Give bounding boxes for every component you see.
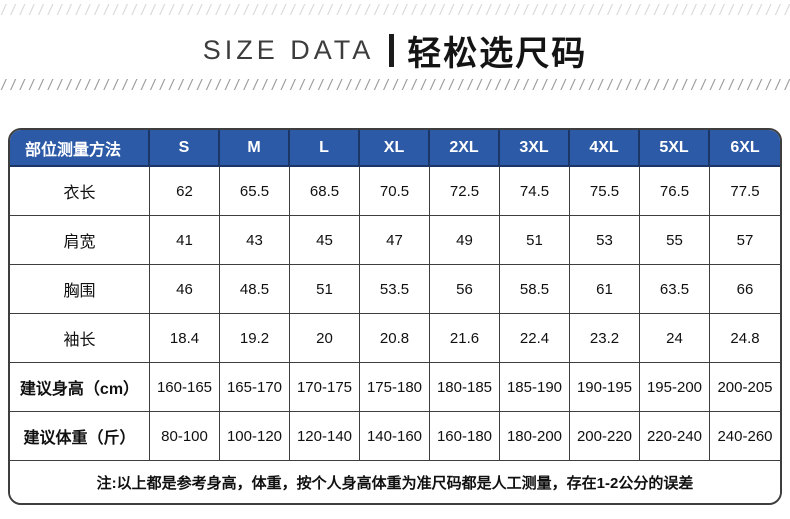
header-cell-size: M [220,130,290,167]
header-cell-size: 3XL [500,130,570,167]
value-cell: 51 [500,216,570,265]
header-cell-size: 5XL [640,130,710,167]
value-cell: 180-200 [500,412,570,461]
value-cell: 20 [290,314,360,363]
value-cell: 51 [290,265,360,314]
page-title-zh: 轻松选尺码 [407,33,588,74]
value-cell: 120-140 [290,412,360,461]
table-row: 建议身高（cm） 160-165 165-170 170-175 175-180 180-… [10,363,780,412]
row-label-cell: 建议身高（cm） [10,363,150,412]
value-cell: 160-165 [150,363,220,412]
value-cell: 170-175 [290,363,360,412]
row-label-cell: 袖长 [10,314,150,363]
value-cell: 77.5 [710,167,780,216]
value-cell: 18.4 [150,314,220,363]
value-cell: 66 [710,265,780,314]
value-cell: 46 [150,265,220,314]
table-row: 胸围 46 48.5 51 53.5 56 58.5 61 63.5 66 [10,265,780,314]
value-cell: 68.5 [290,167,360,216]
value-cell: 53.5 [360,265,430,314]
value-cell: 24 [640,314,710,363]
value-cell: 240-260 [710,412,780,461]
value-cell: 190-195 [570,363,640,412]
value-cell: 195-200 [640,363,710,412]
value-cell: 175-180 [360,363,430,412]
row-label-cell: 建议体重（斤） [10,412,150,461]
value-cell: 70.5 [360,167,430,216]
table-row: 肩宽 41 43 45 47 49 51 53 55 57 [10,216,780,265]
header-cell-size: 2XL [430,130,500,167]
header-cell-size: 6XL [710,130,780,167]
value-cell: 200-205 [710,363,780,412]
value-cell: 61 [570,265,640,314]
value-cell: 53 [570,216,640,265]
table-row: 衣长 62 65.5 68.5 70.5 72.5 74.5 75.5 76.5 77.5 [10,167,780,216]
value-cell: 65.5 [220,167,290,216]
hatch-divider-top: ////////////////////////////////////////… [0,4,790,18]
header-cell-size: L [290,130,360,167]
table-footnote: 注:以上都是参考身高，体重，按个人身高体重为准尺码都是人工测量，存在1-2公分的… [10,461,780,503]
value-cell: 180-185 [430,363,500,412]
value-cell: 160-180 [430,412,500,461]
value-cell: 55 [640,216,710,265]
value-cell: 140-160 [360,412,430,461]
header-cell-size: 4XL [570,130,640,167]
value-cell: 74.5 [500,167,570,216]
size-chart-table: 部位测量方法 S M L XL 2XL 3XL 4XL 5XL 6XL 衣长 62 65.5 68.5 7… [8,128,782,505]
value-cell: 23.2 [570,314,640,363]
table-row: 袖长 18.4 19.2 20 20.8 21.6 22.4 23.2 24 24.8 [10,314,780,363]
value-cell: 76.5 [640,167,710,216]
row-label-cell: 胸围 [10,265,150,314]
value-cell: 220-240 [640,412,710,461]
header-row: 部位测量方法 S M L XL 2XL 3XL 4XL 5XL 6XL [10,130,780,167]
value-cell: 45 [290,216,360,265]
value-cell: 200-220 [570,412,640,461]
value-cell: 80-100 [150,412,220,461]
value-cell: 49 [430,216,500,265]
header-cell-measure-method: 部位测量方法 [10,130,150,167]
value-cell: 22.4 [500,314,570,363]
value-cell: 43 [220,216,290,265]
value-cell: 19.2 [220,314,290,363]
page-title: SIZE DATA 轻松选尺码 [0,26,790,74]
value-cell: 75.5 [570,167,640,216]
size-table: 部位测量方法 S M L XL 2XL 3XL 4XL 5XL 6XL 衣长 62 65.5 68.5 7… [10,130,780,503]
value-cell: 62 [150,167,220,216]
value-cell: 72.5 [430,167,500,216]
value-cell: 185-190 [500,363,570,412]
value-cell: 58.5 [500,265,570,314]
row-label-cell: 肩宽 [10,216,150,265]
value-cell: 47 [360,216,430,265]
table-body: 衣长 62 65.5 68.5 70.5 72.5 74.5 75.5 76.5 77.5 肩宽 41… [10,167,780,503]
value-cell: 48.5 [220,265,290,314]
table-row: 建议体重（斤） 80-100 100-120 120-140 140-160 160-18… [10,412,780,461]
value-cell: 21.6 [430,314,500,363]
value-cell: 165-170 [220,363,290,412]
page-title-en: SIZE DATA [202,34,375,65]
value-cell: 57 [710,216,780,265]
value-cell: 20.8 [360,314,430,363]
value-cell: 63.5 [640,265,710,314]
title-divider-bar [389,33,395,67]
value-cell: 56 [430,265,500,314]
note-row: 注:以上都是参考身高，体重，按个人身高体重为准尺码都是人工测量，存在1-2公分的… [10,461,780,503]
value-cell: 100-120 [220,412,290,461]
header-cell-size: S [150,130,220,167]
value-cell: 24.8 [710,314,780,363]
hatch-divider-middle: ////////////////////////////////////////… [0,79,790,93]
row-label-cell: 衣长 [10,167,150,216]
value-cell: 41 [150,216,220,265]
header-cell-size: XL [360,130,430,167]
